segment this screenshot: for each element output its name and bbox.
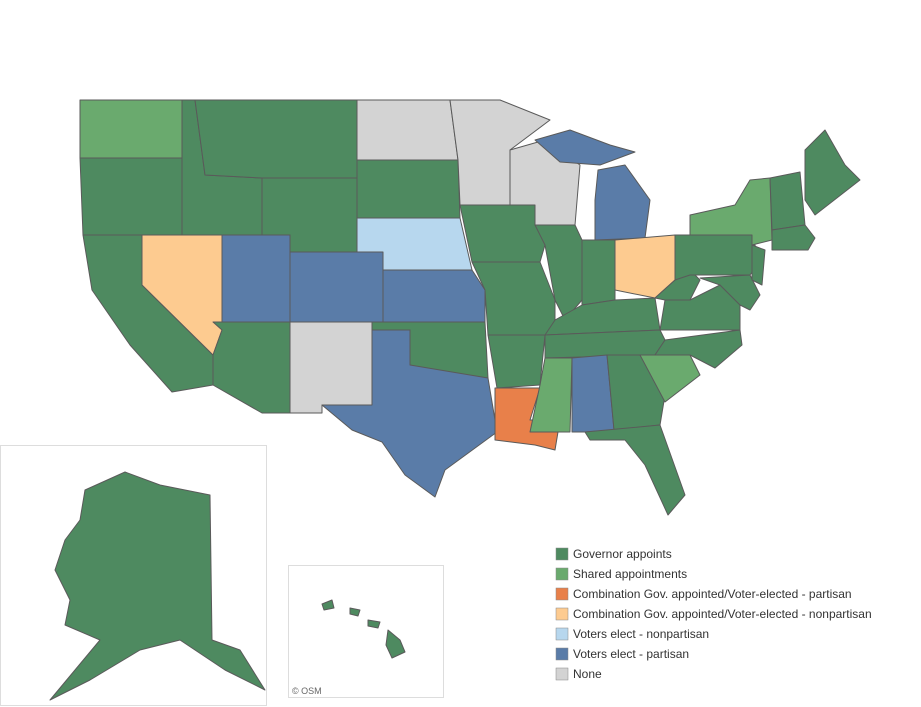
state	[79, 99, 183, 159]
legend-label: None	[573, 667, 602, 681]
state	[804, 129, 861, 216]
legend-label: Combination Gov. appointed/Voter-elected…	[573, 607, 872, 621]
state	[769, 171, 806, 231]
state	[289, 251, 384, 323]
legend-swatch	[555, 667, 569, 681]
state	[221, 234, 291, 323]
state	[349, 607, 361, 617]
state	[49, 471, 266, 701]
legend-label: Governor appoints	[573, 547, 672, 561]
state	[487, 334, 546, 389]
state	[699, 274, 761, 311]
legend: Governor appoints Shared appointments Comb…	[555, 547, 872, 681]
state	[544, 329, 666, 359]
legend-swatch	[555, 627, 569, 641]
state	[367, 619, 381, 629]
state	[594, 164, 651, 241]
state	[689, 177, 773, 246]
state	[529, 357, 573, 433]
legend-swatch	[555, 547, 569, 561]
legend-label: Voters elect - nonpartisan	[573, 627, 709, 641]
states	[79, 99, 861, 516]
state	[385, 629, 406, 659]
state	[382, 269, 486, 323]
state	[356, 159, 461, 219]
state	[356, 99, 459, 161]
legend-swatch	[555, 567, 569, 581]
state	[751, 244, 766, 286]
state	[771, 224, 816, 251]
legend-swatch	[555, 587, 569, 601]
state	[459, 204, 546, 263]
state	[321, 599, 335, 611]
state	[584, 424, 686, 516]
state	[79, 157, 183, 236]
legend-swatch	[555, 647, 569, 661]
legend-label: Shared appointments	[573, 567, 687, 581]
state	[674, 234, 761, 281]
attribution: © OSM	[292, 686, 322, 696]
state	[654, 329, 743, 369]
state	[581, 239, 616, 306]
legend-swatch	[555, 607, 569, 621]
state	[212, 321, 291, 414]
state	[194, 99, 358, 179]
state	[289, 321, 373, 414]
legend-label: Combination Gov. appointed/Voter-elected…	[573, 587, 852, 601]
inset-frame	[288, 565, 444, 698]
state	[534, 129, 636, 166]
legend-label: Voters elect - partisan	[573, 647, 689, 661]
inset-frame	[0, 445, 267, 706]
